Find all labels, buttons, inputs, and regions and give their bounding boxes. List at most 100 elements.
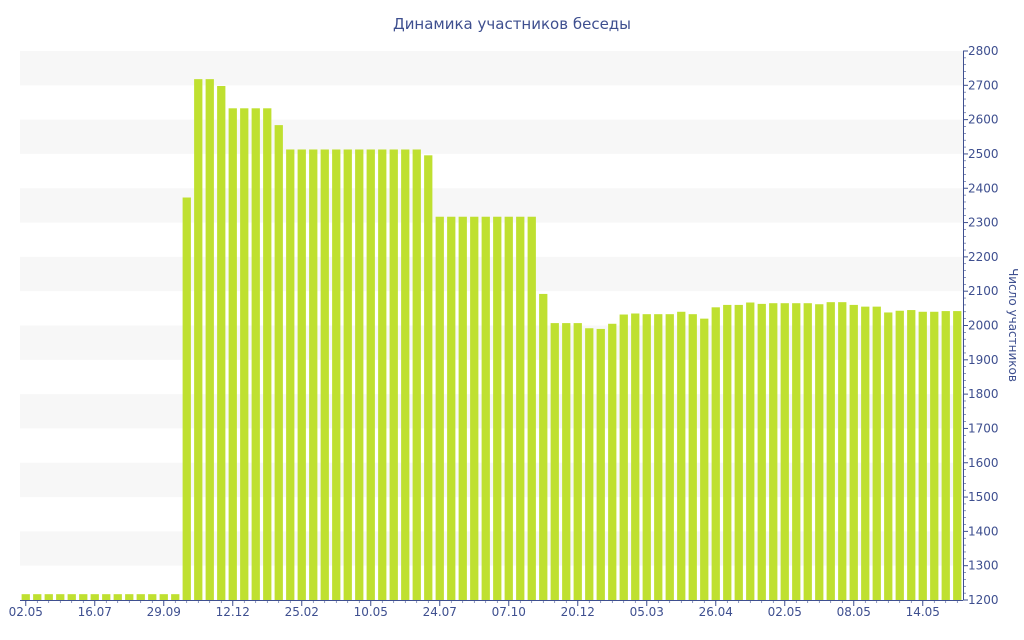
y-tick-label: 1500 [968,490,999,504]
bar [343,149,352,601]
bar [700,318,709,600]
bar [654,314,663,600]
y-tick-label: 1200 [968,593,999,607]
bar [56,594,65,600]
bar [228,108,237,601]
bar [539,293,548,600]
bar [320,149,329,601]
y-tick-label: 2500 [968,147,999,161]
bar [297,149,306,601]
bar [504,216,513,601]
bar [412,149,421,601]
bar [953,311,962,600]
x-tick-label: 20.12 [561,605,595,619]
bar [389,149,398,601]
bar [148,594,157,600]
bars [21,79,962,601]
x-tick-label: 07.10 [492,605,526,619]
bar [562,323,571,600]
x-tick-label: 12.12 [216,605,250,619]
bar [723,304,732,600]
bar [884,312,893,600]
bar [596,328,605,600]
y-axis: 1200 1300 1400 1500 1600 1700 1800 1900 2000 2100… [963,44,999,607]
x-tick-label: 05.03 [630,605,664,619]
bar [125,594,134,600]
x-tick-label: 29.09 [147,605,181,619]
bar [493,216,502,601]
y-axis-label: Число участников [1006,268,1020,382]
bar [872,306,881,600]
y-tick-label: 1600 [968,456,999,470]
grid-band [20,188,963,223]
bar [527,216,536,601]
chart-title: Динамика участников беседы [393,15,631,33]
bar [355,149,364,601]
bar [274,125,283,601]
bar [930,311,939,600]
bar [665,314,674,600]
x-tick-label: 02.05 [9,605,43,619]
y-tick-label: 1800 [968,387,999,401]
bar [918,311,927,600]
bar [677,311,686,600]
bar [608,323,617,600]
x-tick-label: 25.02 [285,605,319,619]
bar [757,303,766,600]
bar [573,323,582,600]
bar [861,306,870,600]
bar [113,594,122,600]
bar [849,304,858,600]
bar [79,594,88,600]
y-tick-label: 1400 [968,524,999,538]
grid-band [20,119,963,154]
y-tick-label: 2700 [968,78,999,92]
x-tick-label: 10.05 [354,605,388,619]
y-tick-label: 2800 [968,44,999,58]
bar [470,216,479,601]
y-tick-label: 1700 [968,421,999,435]
bar [792,303,801,600]
y-tick-label: 2100 [968,284,999,298]
x-tick-label: 08.05 [837,605,871,619]
grid-band [20,256,963,292]
bar [907,310,916,600]
bar [194,79,203,600]
bar [688,314,697,600]
x-tick-label: 02.05 [768,605,802,619]
x-axis: 02.05 16.07 29.09 12.12 25.02 10.05 24.07 07.10… [9,600,963,619]
bar [619,314,628,600]
bar [332,149,341,601]
y-tick-label: 1900 [968,353,999,367]
bar [734,304,743,600]
bar [642,314,651,600]
bar [516,216,525,601]
bar [217,86,226,600]
bar [458,216,467,601]
bar [21,594,30,600]
x-tick-label: 26.04 [699,605,733,619]
bar [205,79,214,600]
bar [631,313,640,600]
bar [826,302,835,600]
bar [895,310,904,600]
bar [550,323,559,600]
bar [838,302,847,600]
bar [309,149,318,601]
bar [447,216,456,601]
y-tick-label: 2200 [968,250,999,264]
bar [159,594,168,600]
bar [401,149,410,601]
x-tick-label: 14.05 [906,605,940,619]
x-tick-label: 16.07 [78,605,112,619]
bar [33,594,42,600]
grid-band [20,51,963,86]
bar [67,594,76,600]
y-tick-label: 2000 [968,319,999,333]
bar [585,328,594,600]
bar [251,108,260,601]
bar [102,594,111,600]
bar [286,149,295,601]
